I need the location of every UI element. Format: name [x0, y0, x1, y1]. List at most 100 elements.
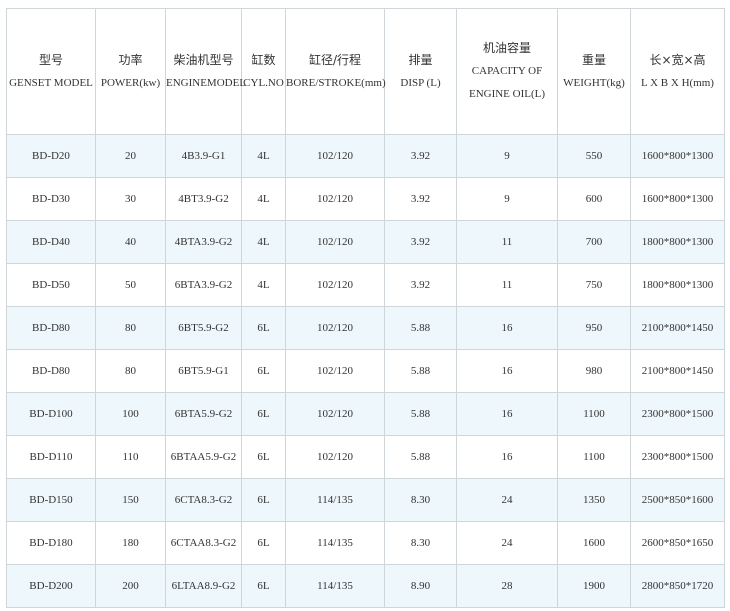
table-cell: 6CTA8.3-G2	[165, 478, 242, 522]
spec-table: 型号 GENSET MODEL 功率 POWER(kw) 柴油机型号 ENGINEMODE…	[6, 8, 725, 608]
table-cell: 8.90	[384, 564, 457, 608]
table-cell: 9	[456, 177, 558, 221]
table-cell: 11	[456, 263, 558, 307]
header-text: DISP (L)	[400, 76, 441, 89]
table-cell: BD-D20	[6, 134, 96, 178]
header-row: 型号 GENSET MODEL 功率 POWER(kw) 柴油机型号 ENGINEMODE…	[6, 8, 725, 135]
header-cell: 缸径/行程 BORE/STROKE(mm)	[285, 8, 386, 135]
table-cell: 50	[95, 263, 166, 307]
table-cell: 6BTA3.9-G2	[165, 263, 242, 307]
table-cell: 114/135	[285, 521, 385, 565]
table-row: BD-D200 200 6LTAA8.9-G2 6L 114/135 8.90 28 1900…	[6, 564, 725, 608]
header-text: 型号	[38, 52, 63, 67]
table-cell: 4B3.9-G1	[165, 134, 242, 178]
table-cell: 5.88	[384, 435, 457, 479]
table-cell: 200	[95, 564, 166, 608]
table-cell: 8.30	[384, 521, 457, 565]
table-cell: 4BTA3.9-G2	[165, 220, 242, 264]
table-cell: BD-D30	[6, 177, 96, 221]
table-cell: 30	[95, 177, 166, 221]
table-cell: 1800*800*1300	[630, 220, 725, 264]
table-cell: 5.88	[384, 306, 457, 350]
table-row: BD-D50 50 6BTA3.9-G2 4L 102/120 3.92 11 750 1800…	[6, 263, 725, 307]
table-cell: 980	[557, 349, 631, 393]
table-cell: 4L	[241, 220, 286, 264]
table-row: BD-D100 100 6BTA5.9-G2 6L 102/120 5.88 16 1100 2…	[6, 392, 725, 436]
table-row: BD-D80 80 6BT5.9-G2 6L 102/120 5.88 16 950 2100*…	[6, 306, 725, 350]
table-row: BD-D20 20 4B3.9-G1 4L 102/120 3.92 9 550 1600*80…	[6, 134, 725, 178]
table-cell: BD-D200	[6, 564, 96, 608]
table-cell: BD-D80	[6, 306, 96, 350]
table-cell: 102/120	[285, 392, 385, 436]
table-cell: 2300*800*1500	[630, 392, 725, 436]
header-text: ENGINE OIL(L)	[468, 88, 546, 100]
table-cell: BD-D50	[6, 263, 96, 307]
table-body: BD-D20 20 4B3.9-G1 4L 102/120 3.92 9 550 1600*80…	[6, 134, 725, 608]
header-text: GENSET MODEL	[9, 76, 93, 89]
table-cell: 6L	[241, 478, 286, 522]
table-cell: BD-D40	[6, 220, 96, 264]
table-cell: 1100	[557, 392, 631, 436]
header-text: CYL.NO	[243, 76, 284, 89]
header-text: CAPACITY OF	[471, 65, 543, 77]
table-cell: 1900	[557, 564, 631, 608]
header-text: POWER(kw)	[100, 76, 161, 89]
header-cell: 长×宽×高 L X B X H(mm)	[630, 8, 725, 135]
table-cell: 2100*800*1450	[630, 349, 725, 393]
table-cell: 550	[557, 134, 631, 178]
header-cell: 型号 GENSET MODEL	[6, 8, 96, 135]
header-cell: 缸数 CYL.NO	[241, 8, 286, 135]
header-text: 重量	[581, 52, 606, 67]
table-cell: 80	[95, 349, 166, 393]
table-cell: 150	[95, 478, 166, 522]
table-cell: 114/135	[285, 478, 385, 522]
table-row: BD-D30 30 4BT3.9-G2 4L 102/120 3.92 9 600 1600*8…	[6, 177, 725, 221]
table-cell: 102/120	[285, 435, 385, 479]
header-cell: 排量 DISP (L)	[384, 8, 457, 135]
header-text: BORE/STROKE(mm)	[286, 76, 386, 89]
table-cell: BD-D110	[6, 435, 96, 479]
table-cell: 3.92	[384, 263, 457, 307]
table-cell: 102/120	[285, 263, 385, 307]
table-cell: BD-D150	[6, 478, 96, 522]
table-cell: 1600*800*1300	[630, 177, 725, 221]
table-cell: 700	[557, 220, 631, 264]
table-cell: 6BTA5.9-G2	[165, 392, 242, 436]
table-cell: 3.92	[384, 220, 457, 264]
header-cell: 功率 POWER(kw)	[95, 8, 166, 135]
table-cell: 6BTAA5.9-G2	[165, 435, 242, 479]
table-cell: 6L	[241, 349, 286, 393]
table-cell: BD-D180	[6, 521, 96, 565]
table-cell: 100	[95, 392, 166, 436]
table-cell: 6LTAA8.9-G2	[165, 564, 242, 608]
table-cell: 16	[456, 392, 558, 436]
table-row: BD-D150 150 6CTA8.3-G2 6L 114/135 8.30 24 1350 2…	[6, 478, 725, 522]
table-cell: 2500*850*1600	[630, 478, 725, 522]
table-cell: 110	[95, 435, 166, 479]
table-row: BD-D80 80 6BT5.9-G1 6L 102/120 5.88 16 980 2100*…	[6, 349, 725, 393]
header-text: L X B X H(mm)	[641, 76, 714, 89]
table-cell: 4L	[241, 177, 286, 221]
table-cell: 16	[456, 306, 558, 350]
table-cell: 8.30	[384, 478, 457, 522]
table-cell: 6L	[241, 521, 286, 565]
header-text: 长×宽×高	[649, 52, 706, 67]
table-cell: BD-D100	[6, 392, 96, 436]
table-cell: 20	[95, 134, 166, 178]
table-cell: 5.88	[384, 392, 457, 436]
table-cell: 6L	[241, 435, 286, 479]
table-cell: 102/120	[285, 134, 385, 178]
table-cell: 6L	[241, 392, 286, 436]
table-header: 型号 GENSET MODEL 功率 POWER(kw) 柴油机型号 ENGINEMODE…	[6, 8, 725, 135]
table-row: BD-D40 40 4BTA3.9-G2 4L 102/120 3.92 11 700 1800…	[6, 220, 725, 264]
table-cell: 3.92	[384, 177, 457, 221]
table-cell: 24	[456, 478, 558, 522]
table-cell: 1800*800*1300	[630, 263, 725, 307]
header-text: ENGINEMODEL	[166, 76, 247, 89]
table-cell: 4BT3.9-G2	[165, 177, 242, 221]
table-cell: 4L	[241, 263, 286, 307]
table-row: BD-D180 180 6CTAA8.3-G2 6L 114/135 8.30 24 1600…	[6, 521, 725, 565]
header-text: 缸数	[251, 52, 276, 67]
table-cell: 1100	[557, 435, 631, 479]
